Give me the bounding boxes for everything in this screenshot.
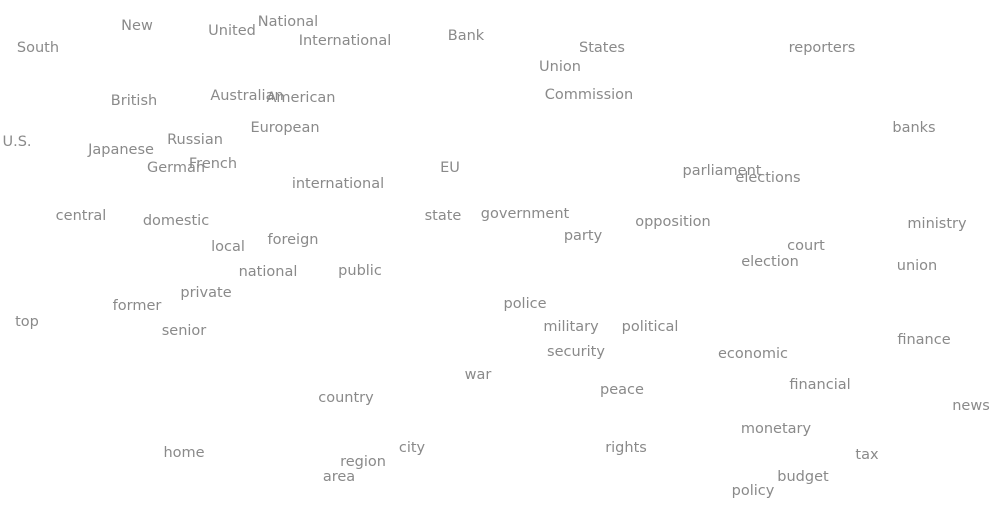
point-label-german: German [147,160,205,176]
point-label-home: home [163,445,204,461]
point-label-former: former [113,298,162,314]
point-label-japanese: Japanese [87,142,154,158]
point-label-united: United [208,23,256,39]
point-label-tax: tax [855,447,879,463]
point-label-policy: policy [732,483,775,499]
point-label-senior: senior [162,323,207,339]
point-label-police: police [503,296,546,312]
point-label-finance: finance [897,332,950,348]
point-label-economic: economic [718,346,788,362]
point-label-states: States [579,40,625,56]
point-label-british: British [111,93,157,109]
point-label-international: international [292,176,384,192]
point-label-financial: financial [789,377,850,393]
point-label-central: central [56,208,107,224]
point-label-union: union [897,258,937,274]
point-label-court: court [787,238,825,254]
point-label-party: party [564,228,603,244]
point-label-peace: peace [600,382,644,398]
point-label-international: International [299,33,392,49]
point-label-foreign: foreign [268,232,319,248]
point-label-reporters: reporters [789,40,856,56]
point-label-national: national [239,264,298,280]
point-label-election: election [741,254,799,270]
point-label-monetary: monetary [741,421,812,437]
point-label-south: South [17,40,59,56]
point-label-domestic: domestic [143,213,209,229]
point-label-rights: rights [605,440,647,456]
point-label-region: region [340,454,386,470]
point-label-private: private [180,285,231,301]
point-label-government: government [481,206,570,222]
point-label-area: area [323,469,355,485]
point-label-public: public [338,263,382,279]
point-label-u-s: U.S. [2,134,31,150]
point-label-union: Union [539,59,581,75]
point-label-state: state [425,208,462,224]
point-label-country: country [318,390,374,406]
point-label-russian: Russian [167,132,223,148]
point-label-bank: Bank [448,28,485,44]
point-label-parliament: parliament [683,163,762,179]
point-label-national: National [258,14,318,30]
point-label-american: American [266,90,335,106]
point-label-local: local [211,239,245,255]
point-label-opposition: opposition [635,214,711,230]
point-label-new: New [121,18,153,34]
point-label-political: political [622,319,679,335]
point-label-military: military [543,319,599,335]
point-label-city: city [399,440,426,456]
point-label-budget: budget [777,469,829,485]
point-label-commission: Commission [545,87,633,103]
point-label-top: top [15,314,39,330]
point-label-australian: Australian [210,88,283,104]
point-label-elections: elections [735,170,800,186]
point-label-banks: banks [892,120,935,136]
point-label-eu: EU [440,160,460,176]
point-label-ministry: ministry [907,216,967,232]
point-label-war: war [465,367,492,383]
point-label-news: news [952,398,990,414]
point-label-french: French [189,156,237,172]
point-label-security: security [547,344,605,360]
point-label-european: European [250,120,319,136]
